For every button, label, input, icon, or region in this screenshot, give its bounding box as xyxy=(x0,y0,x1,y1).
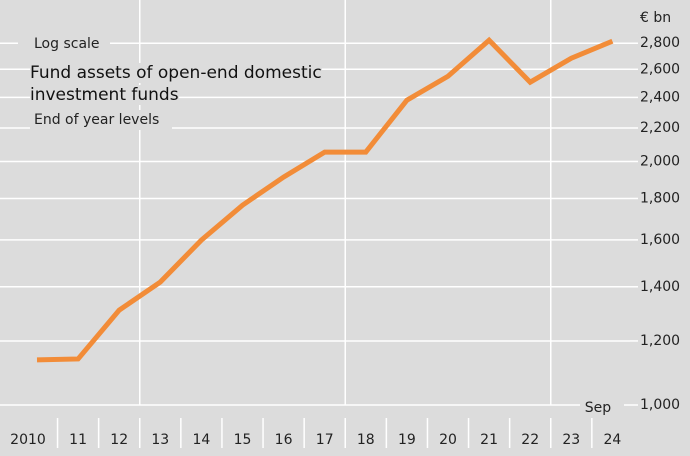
x-tick-label: 23 xyxy=(562,432,580,448)
x-tick-label: 12 xyxy=(110,432,128,448)
x-tick-label: 18 xyxy=(357,432,375,448)
y-tick-label: 1,000 xyxy=(640,397,680,413)
y-tick-label: 1,800 xyxy=(640,190,680,206)
x-tick-label: 2010 xyxy=(10,432,46,448)
y-tick-label: 2,400 xyxy=(640,89,680,105)
y-tick-label: 1,600 xyxy=(640,232,680,248)
x-tick-label: 13 xyxy=(151,432,169,448)
y-tick-label: 1,400 xyxy=(640,279,680,295)
scale-note: Log scale xyxy=(34,36,100,52)
x-tick-label: 24 xyxy=(603,432,621,448)
x-tick-label: 22 xyxy=(521,432,539,448)
x-tick-label: 20 xyxy=(439,432,457,448)
subtitle-bg xyxy=(30,110,172,130)
y-tick-label: 1,200 xyxy=(640,333,680,349)
x-tick-label: 19 xyxy=(398,432,416,448)
x-tick-label: 16 xyxy=(275,432,293,448)
x-tick-label: 11 xyxy=(69,432,87,448)
y-unit: € bn xyxy=(640,10,671,26)
x-tick-label: 21 xyxy=(480,432,498,448)
title-box: Fund assets of open-end domestic investm… xyxy=(30,63,322,105)
chart-title: Fund assets of open-end domestic investm… xyxy=(30,63,322,105)
y-tick-label: 2,600 xyxy=(640,61,680,77)
annotation: Sep xyxy=(585,400,612,416)
y-tick-label: 2,200 xyxy=(640,120,680,136)
chart-subtitle: End of year levels xyxy=(34,112,159,128)
x-tick-label: 14 xyxy=(192,432,210,448)
x-tick-label: 15 xyxy=(234,432,252,448)
annotation-bg xyxy=(580,398,624,418)
note-bg xyxy=(18,34,110,54)
x-tick-label: 17 xyxy=(316,432,334,448)
y-tick-label: 2,800 xyxy=(640,35,680,51)
y-tick-label: 2,000 xyxy=(640,153,680,169)
data-line xyxy=(36,36,614,363)
